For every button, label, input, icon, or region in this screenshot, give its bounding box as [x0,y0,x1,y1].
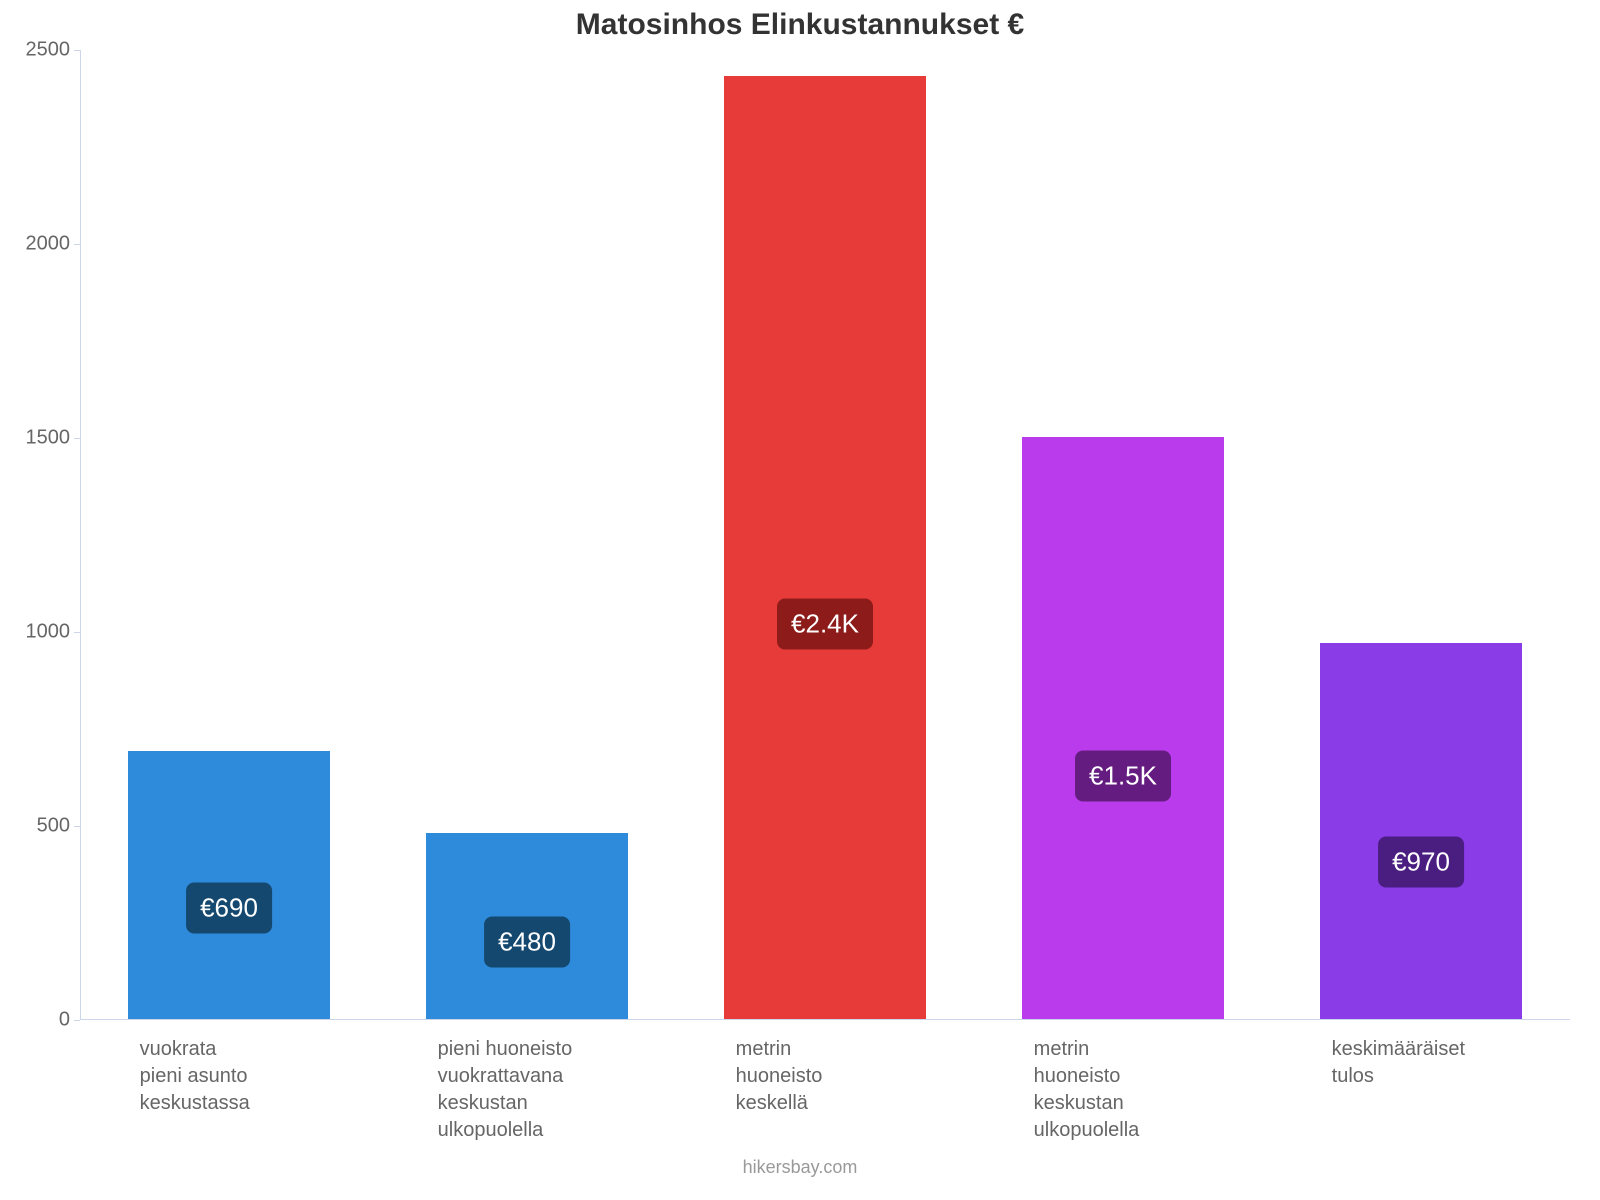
y-tick-mark [74,244,80,245]
y-axis [80,50,81,1020]
y-tick-mark [74,826,80,827]
bar-value-label: €970 [1378,836,1464,887]
chart-title: Matosinhos Elinkustannukset € [0,8,1600,42]
bar [1022,437,1225,1019]
y-tick-label: 2000 [26,233,71,256]
y-tick-mark [74,1020,80,1021]
bar [1320,643,1523,1019]
x-axis [80,1019,1570,1020]
x-tick-label: vuokrata pieni asunto keskustassa [140,1036,250,1117]
x-tick-label: metrin huoneisto keskustan ulkopuolella [1034,1036,1140,1144]
y-tick-label: 0 [59,1009,70,1032]
bar-value-label: €2.4K [777,599,873,650]
y-tick-mark [74,632,80,633]
y-tick-mark [74,50,80,51]
y-tick-mark [74,438,80,439]
y-tick-label: 1000 [26,621,71,644]
bar [724,76,927,1019]
chart-footer: hikersbay.com [0,1157,1600,1178]
x-tick-label: keskimääräiset tulos [1332,1036,1465,1090]
plot-area: 05001000150020002500€690vuokrata pieni a… [80,50,1570,1020]
chart-container: Matosinhos Elinkustannukset € 0500100015… [0,0,1600,1200]
bar-value-label: €1.5K [1075,750,1171,801]
y-tick-label: 500 [37,815,70,838]
y-tick-label: 2500 [26,39,71,62]
bar-value-label: €690 [186,882,272,933]
y-tick-label: 1500 [26,427,71,450]
bar-value-label: €480 [484,916,570,967]
x-tick-label: metrin huoneisto keskellä [736,1036,823,1117]
x-tick-label: pieni huoneisto vuokrattavana keskustan … [438,1036,573,1144]
